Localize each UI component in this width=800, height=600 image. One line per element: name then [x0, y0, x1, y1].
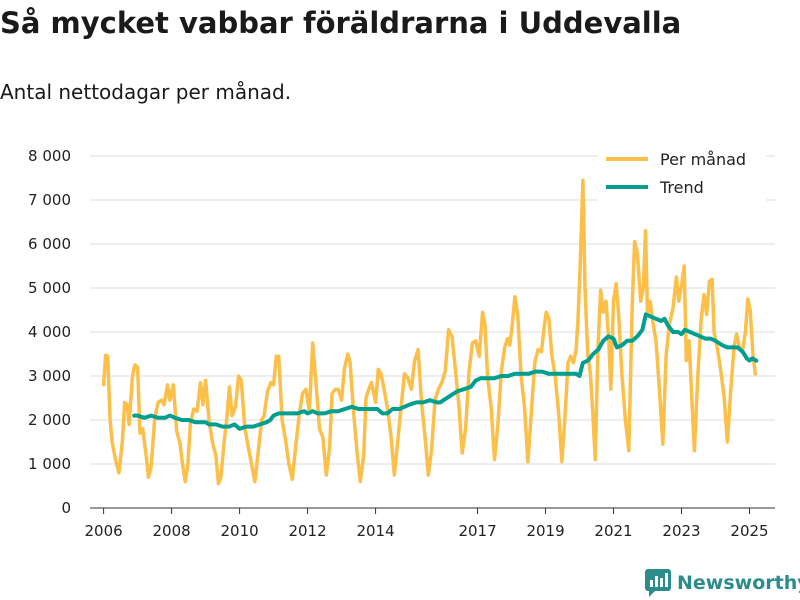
x-tick-label: 2014 — [356, 522, 394, 540]
legend: Per månad Trend — [598, 145, 766, 205]
y-tick-label: 6 000 — [28, 235, 71, 253]
x-tick-label: 2012 — [288, 522, 326, 540]
legend-label-monthly: Per månad — [660, 150, 746, 169]
x-tick-label: 2019 — [526, 522, 564, 540]
y-tick-label: 8 000 — [28, 147, 71, 165]
page-title: Så mycket vabbar föräldrarna i Uddevalla — [0, 6, 682, 40]
x-axis: 2006 2008 2010 2012 2014 2017 2019 2021 2023 2025 — [85, 507, 775, 540]
legend-background — [598, 145, 766, 205]
y-tick-label: 1 000 — [28, 455, 71, 473]
x-tick-label: 2021 — [594, 522, 632, 540]
y-tick-label: 3 000 — [28, 367, 71, 385]
x-tick-label: 2010 — [220, 522, 258, 540]
y-tick-label: 7 000 — [28, 191, 71, 209]
x-tick-label: 2025 — [730, 522, 768, 540]
y-tick-label: 2 000 — [28, 411, 71, 429]
chart-subtitle: Antal nettodagar per månad. — [0, 80, 292, 104]
x-tick-label: 2008 — [152, 522, 190, 540]
brand: Newsworthy — [645, 567, 800, 599]
series-line-trend — [132, 312, 759, 431]
y-tick-label: 0 — [61, 499, 71, 517]
series-line-monthly — [101, 178, 758, 486]
x-tick-label: 2017 — [458, 522, 496, 540]
legend-label-trend: Trend — [659, 178, 704, 197]
x-tick-label: 2023 — [662, 522, 700, 540]
y-tick-label: 5 000 — [28, 279, 71, 297]
series-layer — [101, 178, 759, 486]
brand-name: Newsworthy — [677, 572, 800, 594]
y-tick-label: 4 000 — [28, 323, 71, 341]
newsworthy-logo-icon — [645, 569, 671, 597]
x-tick-label: 2006 — [85, 522, 123, 540]
y-axis: 0 1 000 2 000 3 000 4 000 5 000 6 000 7 000 8 00… — [28, 147, 71, 517]
